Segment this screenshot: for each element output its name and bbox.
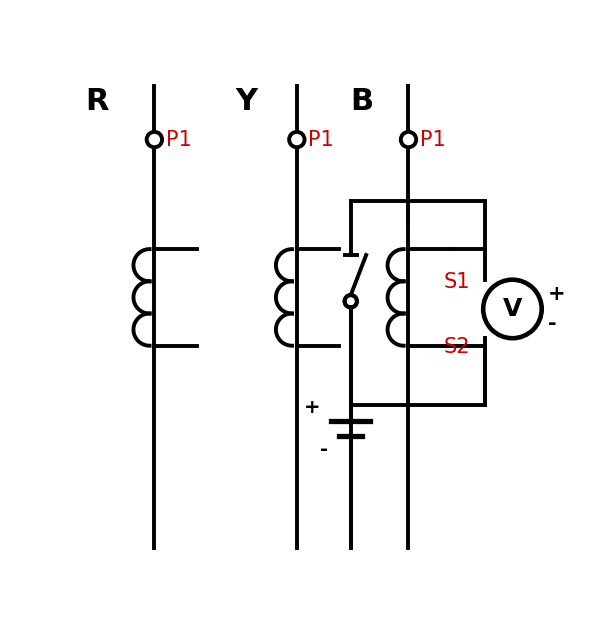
Circle shape bbox=[289, 132, 305, 147]
Text: B: B bbox=[351, 87, 374, 115]
Circle shape bbox=[483, 280, 541, 338]
Text: V: V bbox=[503, 297, 522, 321]
Text: -: - bbox=[548, 314, 557, 334]
Text: S2: S2 bbox=[443, 338, 470, 358]
Text: +: + bbox=[304, 397, 320, 417]
Text: +: + bbox=[548, 285, 566, 305]
Text: R: R bbox=[85, 87, 109, 115]
Text: -: - bbox=[320, 440, 328, 459]
Circle shape bbox=[147, 132, 162, 147]
Text: P1: P1 bbox=[420, 130, 446, 150]
Circle shape bbox=[401, 132, 416, 147]
Text: P1: P1 bbox=[308, 130, 334, 150]
Circle shape bbox=[345, 295, 357, 308]
Text: P1: P1 bbox=[166, 130, 192, 150]
Text: S1: S1 bbox=[443, 272, 470, 292]
Text: Y: Y bbox=[236, 87, 257, 115]
